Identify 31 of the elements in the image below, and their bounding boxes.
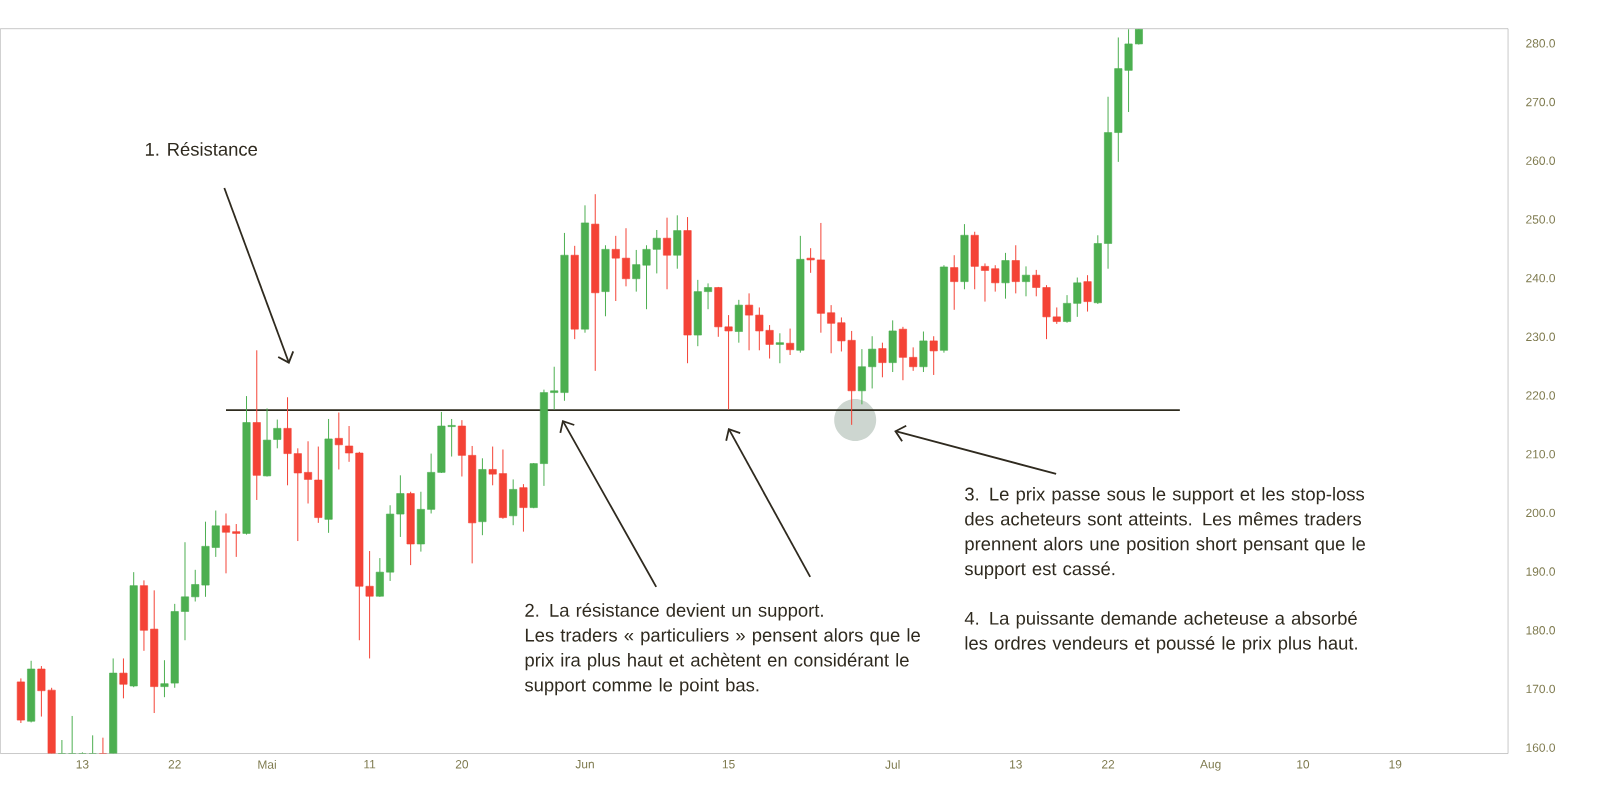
- y-tick-label: 170.0: [1526, 684, 1556, 694]
- annotation: 3. Le prix passe sous le support et les stop-loss des acheteurs sont atteints. Les mêmes traders prennent alors une position short pensant que le support est cassé.: [964, 487, 1366, 580]
- annotation: 2. La résistance devient un support.: [525, 603, 823, 621]
- x-tick-label: 22: [1102, 760, 1115, 769]
- y-tick-label: 270.0: [1526, 97, 1556, 107]
- y-tick-label: 220.0: [1526, 391, 1556, 400]
- x-tick-label: 19: [1389, 760, 1402, 769]
- x-tick-label: 10: [1297, 760, 1310, 769]
- annotation: 1. Résistance: [145, 142, 258, 156]
- x-tick-label: 22: [168, 760, 181, 769]
- x-tick-label: 15: [722, 760, 735, 769]
- y-tick-label: 200.0: [1526, 508, 1556, 518]
- x-tick-label: 13: [1010, 760, 1022, 769]
- y-tick-label: 260.0: [1526, 156, 1556, 166]
- x-tick-label: 20: [455, 760, 469, 769]
- x-tick-label: Jul: [885, 760, 900, 769]
- y-tick-label: 230.0: [1526, 332, 1556, 342]
- x-tick-label: 11: [364, 760, 376, 769]
- annotation: 4. La puissante demande acheteuse a absorbé les ordres vendeurs et poussé le prix plus haut.: [964, 611, 1357, 654]
- annotation: Les traders « particuliers » pensent alors que le prix ira plus haut et achètent en considérant le support comme le point bas.: [524, 628, 920, 696]
- x-tick-label: 13: [76, 760, 89, 769]
- y-tick-label: 180.0: [1526, 626, 1556, 635]
- y-tick-label: 190.0: [1526, 567, 1556, 576]
- y-tick-label: 160.0: [1526, 743, 1556, 752]
- y-tick-label: 250.0: [1526, 215, 1556, 224]
- x-tick-label: Mai: [258, 760, 276, 769]
- x-tick-label: Aug: [1200, 760, 1221, 771]
- y-tick-label: 280.0: [1526, 39, 1556, 48]
- y-tick-label: 240.0: [1526, 273, 1556, 283]
- y-tick-label: 210.0: [1526, 450, 1556, 459]
- x-tick-label: Jun: [575, 760, 594, 769]
